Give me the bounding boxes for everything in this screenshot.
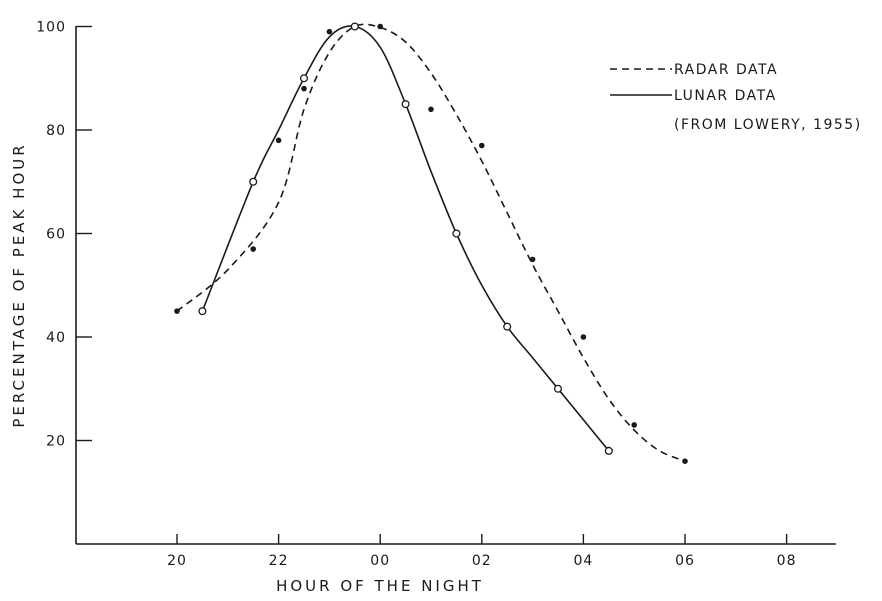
axes (75, 26, 836, 545)
y-axis-title: PERCENTAGE OF PEAK HOUR (10, 142, 28, 427)
markers (174, 22, 688, 465)
radar-data-point (275, 137, 282, 144)
lunar-series-line (201, 25, 610, 452)
radar-data-point (377, 23, 384, 30)
x-tick-label: 02 (472, 553, 492, 569)
legend-lunar-label: LUNAR DATA (674, 88, 777, 104)
x-ticks: 20 22 00 02 04 06 08 (167, 534, 796, 569)
y-tick-label: 40 (46, 330, 66, 346)
curves (176, 23, 686, 462)
radar-data-point (479, 142, 485, 149)
x-tick-label: 04 (573, 553, 593, 569)
radar-data-point (631, 422, 637, 428)
legend: RADAR DATA LUNAR DATA (FROM LOWERY, 1955… (610, 62, 862, 133)
lunar-data-point (553, 384, 563, 393)
lunar-data-point (350, 22, 359, 31)
lunar-data-point (401, 100, 410, 109)
radar-data-point (250, 246, 256, 252)
y-tick-label: 20 (46, 434, 66, 450)
x-tick-label: 08 (777, 553, 797, 569)
radar-series-line (176, 23, 686, 462)
lunar-data-point (198, 307, 207, 316)
radar-data-point (174, 308, 180, 314)
lunar-data-point (249, 177, 258, 186)
y-tick-label: 80 (46, 123, 66, 139)
legend-radar-label: RADAR DATA (674, 62, 778, 78)
y-tick-label: 60 (46, 227, 66, 243)
x-axis-title: HOUR OF THE NIGHT (276, 577, 484, 595)
lunar-data-point (604, 446, 613, 455)
x-tick-label: 22 (269, 553, 289, 569)
y-ticks: 20 40 60 80 100 (36, 20, 92, 450)
lunar-data-point (452, 229, 461, 238)
x-tick-label: 00 (370, 553, 390, 569)
legend-source-note: (FROM LOWERY, 1955) (674, 117, 862, 133)
x-tick-label: 20 (167, 553, 187, 569)
radar-data-point (301, 85, 307, 92)
lunar-data-point (299, 74, 309, 83)
x-tick-label: 06 (675, 553, 695, 569)
y-tick-label: 100 (36, 20, 66, 36)
radar-data-point (428, 106, 434, 113)
radar-data-point (326, 28, 333, 35)
radar-data-point (682, 458, 688, 465)
radar-data-point (529, 256, 536, 263)
lunar-data-point (503, 322, 512, 331)
radar-data-point (580, 334, 587, 340)
